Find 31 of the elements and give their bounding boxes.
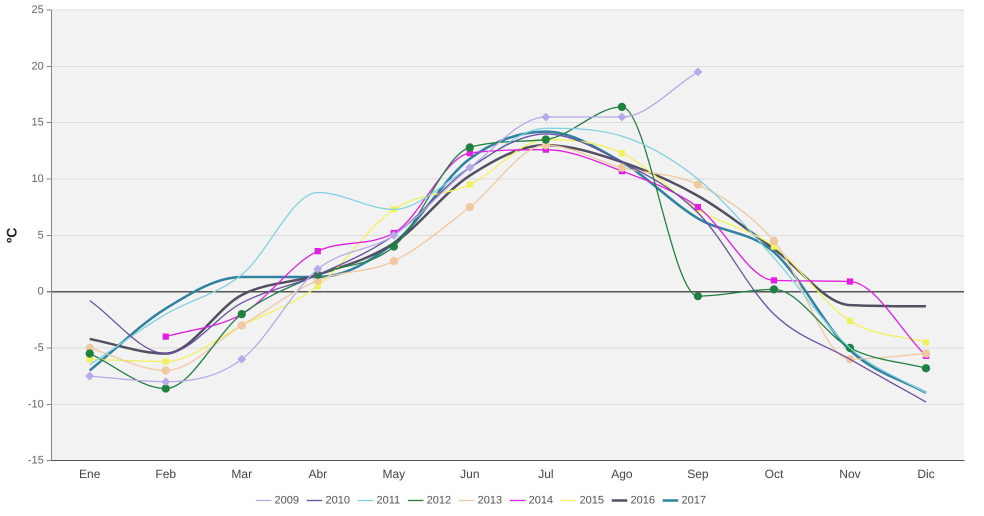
legend-label: 2015 <box>580 494 604 507</box>
x-tick-label: Jun <box>460 467 480 482</box>
legend-label: 2012 <box>426 494 452 507</box>
x-tick-label: Abr <box>308 467 328 482</box>
legend-label: 2014 <box>528 494 554 507</box>
y-tick-label: 5 <box>38 229 44 242</box>
x-tick-label: Ago <box>611 467 633 482</box>
x-tick-label: Nov <box>839 467 861 482</box>
legend-label: 2009 <box>274 494 300 507</box>
x-tick-label: Jul <box>538 467 554 482</box>
legend-label: 2013 <box>478 494 502 507</box>
y-tick-label: 10 <box>31 173 44 186</box>
y-tick-label: 0 <box>38 286 44 298</box>
x-tick-label: Sep <box>687 467 709 482</box>
y-tick-label: 25 <box>31 4 44 16</box>
x-tick-label: Dic <box>917 467 935 482</box>
legend-label: 2016 <box>630 494 656 507</box>
legend-label: 2010 <box>326 494 350 507</box>
x-tick-label: Oct <box>764 467 784 482</box>
legend-label: 2011 <box>376 494 400 507</box>
y-tick-label: -10 <box>28 398 44 410</box>
y-tick-label: -15 <box>28 454 44 467</box>
y-tick-label: -5 <box>34 342 44 354</box>
y-axis-title: ºC <box>3 228 20 243</box>
x-tick-label: May <box>382 467 406 482</box>
x-tick-label: Ene <box>79 467 101 482</box>
x-tick-label: Mar <box>231 467 252 482</box>
y-tick-label: 15 <box>31 116 44 129</box>
y-tick-label: 20 <box>31 60 44 72</box>
x-tick-label: Feb <box>155 467 176 482</box>
legend-label: 2017 <box>681 494 706 507</box>
